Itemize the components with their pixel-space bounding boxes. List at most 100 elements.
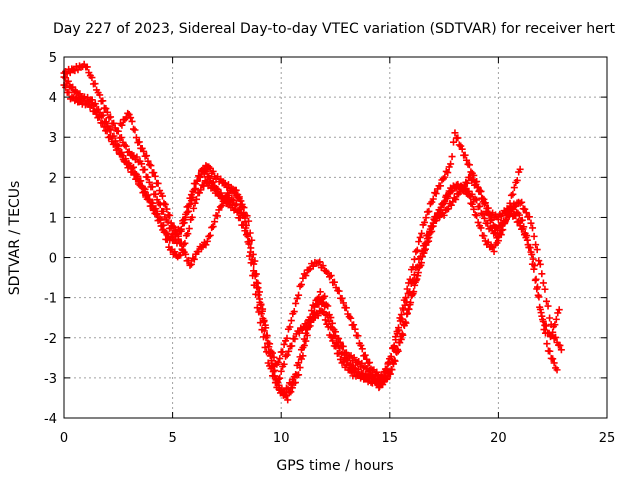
data-point — [189, 193, 197, 201]
y-tick-label: -2 — [44, 332, 57, 347]
data-point — [240, 208, 248, 216]
data-point — [305, 266, 313, 274]
data-point — [174, 235, 182, 243]
data-point — [526, 244, 534, 252]
data-point — [114, 127, 122, 135]
data-point — [244, 233, 252, 241]
data-point — [507, 207, 515, 215]
data-point — [72, 87, 80, 95]
data-point — [284, 396, 292, 404]
data-point — [377, 372, 385, 380]
data-point — [205, 163, 213, 171]
data-point — [402, 294, 410, 302]
data-point — [532, 241, 540, 249]
data-point — [110, 132, 118, 140]
data-point — [247, 244, 255, 252]
data-point — [350, 321, 358, 329]
data-point — [490, 247, 498, 255]
data-point — [283, 351, 291, 359]
data-point — [185, 225, 193, 233]
data-point — [191, 199, 199, 207]
data-point — [421, 218, 429, 226]
data-point — [552, 333, 560, 341]
data-point — [307, 318, 315, 326]
y-tick-label: -4 — [44, 412, 57, 427]
data-point — [190, 255, 198, 263]
data-point — [69, 83, 77, 91]
data-point — [347, 360, 355, 368]
data-point — [305, 317, 313, 325]
data-point — [255, 288, 263, 296]
x-tick-label: 15 — [382, 431, 399, 446]
data-point — [102, 118, 110, 126]
y-tick-label: 3 — [49, 131, 57, 146]
data-point — [276, 374, 284, 382]
data-point — [145, 161, 153, 169]
series-track-4 — [116, 109, 563, 381]
data-point — [548, 331, 556, 339]
data-point — [210, 184, 218, 192]
data-point — [138, 160, 146, 168]
data-point — [132, 175, 140, 183]
data-point — [288, 384, 296, 392]
data-point — [235, 195, 243, 203]
data-point — [418, 247, 426, 255]
data-point — [528, 250, 536, 258]
data-point — [169, 222, 177, 230]
data-point — [452, 195, 460, 203]
data-point — [318, 308, 326, 316]
data-point — [557, 346, 565, 354]
y-tick-label: 0 — [49, 252, 57, 267]
data-point — [295, 291, 303, 299]
data-point — [187, 260, 195, 268]
data-point — [189, 254, 197, 262]
data-point — [195, 172, 203, 180]
data-point — [535, 293, 543, 301]
data-point — [347, 314, 355, 322]
data-point — [163, 205, 171, 213]
data-point — [444, 169, 452, 177]
data-point — [188, 213, 196, 221]
data-point — [509, 190, 517, 198]
data-point — [467, 199, 475, 207]
data-point — [436, 182, 444, 190]
data-point — [513, 176, 521, 184]
data-point — [295, 371, 303, 379]
data-point — [551, 321, 559, 329]
data-point — [124, 109, 132, 117]
data-point — [266, 340, 274, 348]
data-point — [182, 250, 190, 258]
x-axis-label: GPS time / hours — [276, 458, 393, 474]
data-point — [102, 105, 110, 113]
data-point — [157, 222, 165, 230]
data-point — [286, 323, 294, 331]
data-point — [358, 359, 366, 367]
data-point — [507, 191, 515, 199]
data-point — [425, 207, 433, 215]
data-point — [258, 307, 266, 315]
data-point — [515, 217, 523, 225]
data-point — [303, 322, 311, 330]
data-point — [209, 223, 217, 231]
data-point — [186, 200, 194, 208]
data-point — [441, 173, 449, 181]
data-point — [552, 315, 560, 323]
data-point — [96, 91, 104, 99]
data-point — [117, 133, 125, 141]
data-point — [250, 260, 258, 268]
data-point — [197, 186, 205, 194]
data-point — [125, 162, 133, 170]
data-point — [518, 216, 526, 224]
data-point — [203, 237, 211, 245]
data-point — [316, 288, 324, 296]
data-point — [139, 189, 147, 197]
data-point — [335, 349, 343, 357]
data-point — [480, 232, 488, 240]
data-point — [539, 279, 547, 287]
data-point — [532, 275, 540, 283]
data-point — [192, 184, 200, 192]
data-point — [166, 211, 174, 219]
data-point — [403, 285, 411, 293]
data-point — [104, 122, 112, 130]
y-tick-label: 5 — [49, 51, 57, 66]
